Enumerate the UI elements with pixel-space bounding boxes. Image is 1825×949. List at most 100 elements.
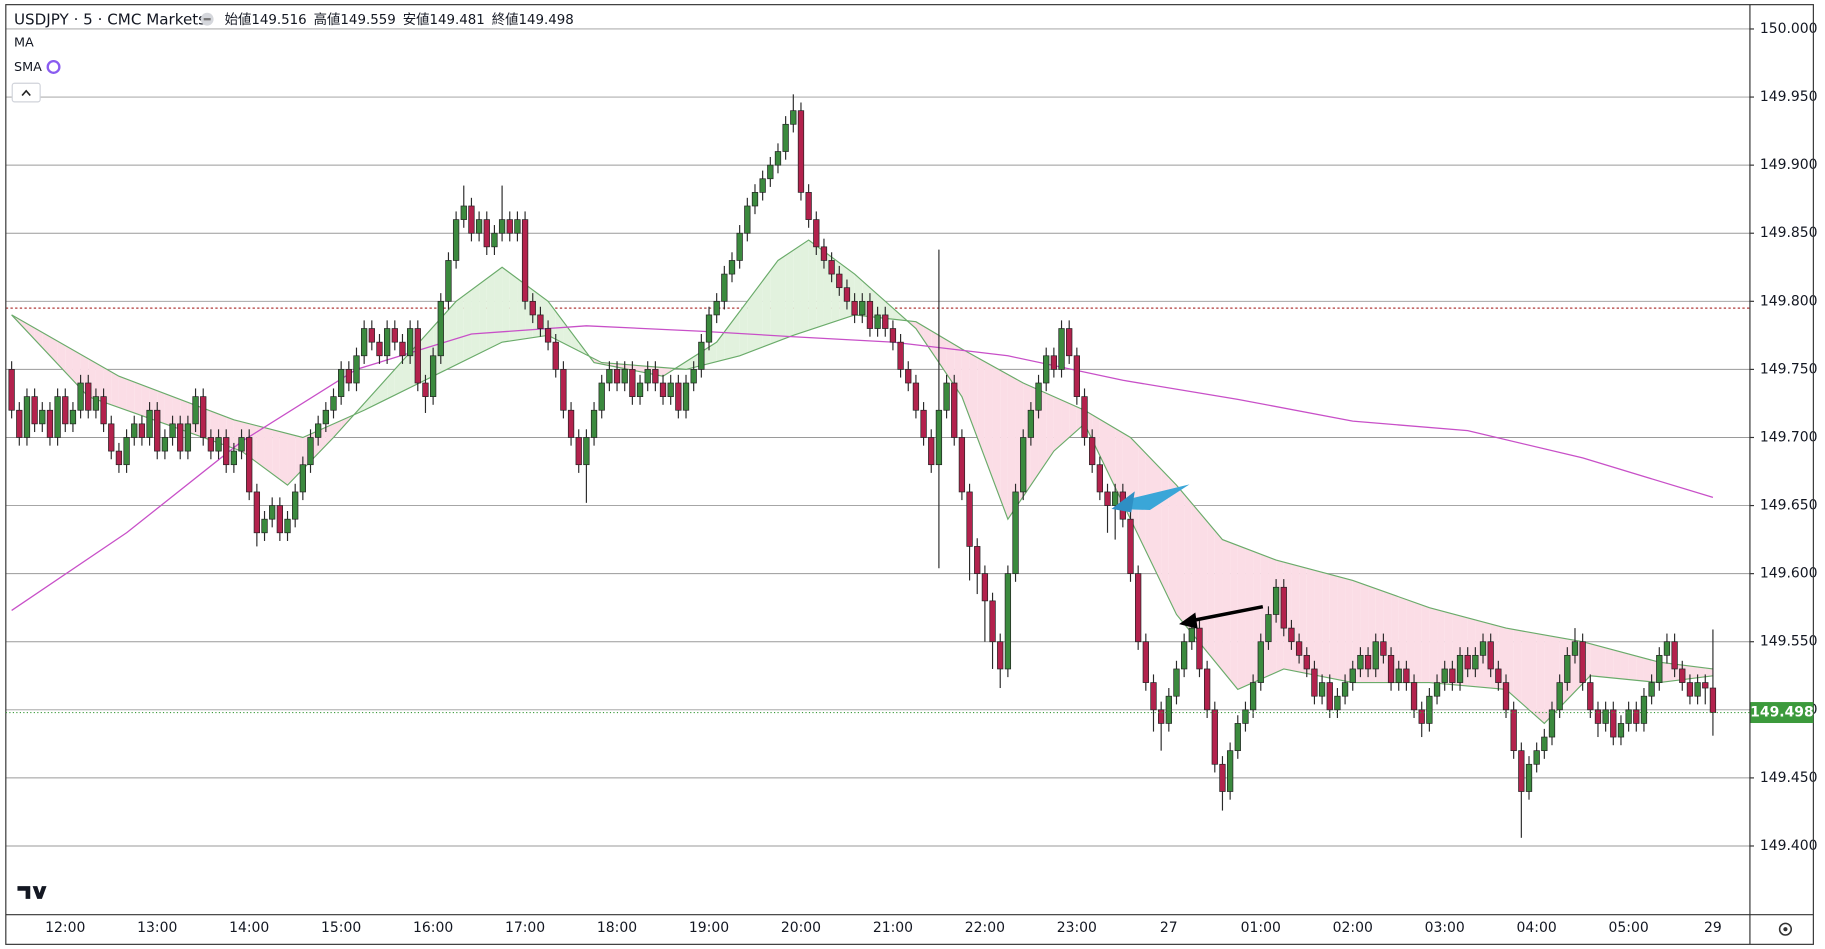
candle-body: [322, 409, 329, 425]
y-tick-label: 149.800: [1760, 293, 1818, 309]
y-tick-label: 150.000: [1760, 21, 1818, 37]
candle-body: [567, 409, 575, 438]
band-fill: [103, 367, 112, 405]
x-tick-label: 13:00: [137, 920, 177, 936]
candle-body: [1334, 695, 1341, 711]
candle-body: [774, 151, 782, 166]
candle-body: [161, 437, 169, 452]
black-arrow: [1191, 604, 1264, 623]
candle-body: [1387, 654, 1395, 683]
candle-body: [1625, 709, 1632, 724]
candle-body: [315, 423, 322, 438]
band-fill: [1429, 607, 1438, 684]
band-fill: [770, 260, 778, 345]
candle-body: [1487, 641, 1494, 670]
candle-body: [138, 423, 146, 438]
indicator-icon[interactable]: [46, 59, 61, 74]
last-price-label: 149.498: [1750, 705, 1814, 721]
candle-body: [1671, 641, 1678, 670]
collapse-button[interactable]: [11, 82, 41, 103]
candle-body: [1058, 328, 1065, 370]
status-icon-bar: [203, 18, 211, 21]
candle-body: [805, 192, 812, 220]
candle-body: [866, 300, 874, 329]
band-fill: [663, 367, 671, 377]
candle-body: [246, 437, 253, 493]
band-fill: [1689, 666, 1698, 679]
band-fill: [1069, 403, 1077, 438]
candle-body: [606, 369, 613, 384]
band-fill: [1322, 572, 1330, 679]
band-fill: [785, 250, 794, 339]
candle-body: [813, 219, 820, 248]
candle-body: [759, 178, 766, 193]
candle-body: [675, 382, 682, 411]
candle-body: [483, 219, 490, 248]
candle-body: [1464, 654, 1471, 670]
band-fill: [808, 240, 817, 331]
candle-body: [1066, 328, 1073, 357]
candle-body: [1081, 396, 1088, 438]
band-fill: [1613, 649, 1621, 679]
band-fill: [448, 301, 457, 369]
candle-body: [1035, 382, 1042, 411]
y-tick-label: 149.850: [1760, 225, 1818, 241]
band-fill: [287, 433, 296, 486]
candle-body: [1249, 682, 1257, 711]
band-fill: [1475, 619, 1484, 688]
band-fill: [463, 289, 472, 362]
band-fill: [747, 291, 755, 353]
candle-body: [1502, 682, 1510, 711]
candle-body: [498, 219, 506, 234]
band-fill: [1590, 643, 1598, 677]
candle-body: [1288, 627, 1295, 643]
candle-body: [1104, 491, 1111, 506]
candle-body: [1219, 763, 1226, 792]
candle-body: [721, 273, 728, 302]
candle-body: [1173, 668, 1180, 697]
candle-body: [475, 219, 483, 234]
ohlc-label: 高値: [314, 11, 341, 28]
candle-body: [223, 437, 230, 466]
candle-body: [391, 328, 398, 343]
candle-body: [1318, 682, 1326, 697]
band-fill: [1046, 393, 1054, 463]
candle-body: [330, 396, 337, 411]
candle-body: [1679, 668, 1686, 683]
candle-body: [1495, 668, 1502, 683]
ohlc-value: 149.559: [340, 13, 395, 28]
candle-body: [981, 573, 989, 602]
candle-body: [1020, 437, 1027, 493]
band-fill: [716, 331, 725, 362]
band-fill: [1214, 530, 1223, 671]
candle-body: [690, 369, 697, 384]
band-fill: [1191, 503, 1200, 643]
settings-icon[interactable]: [1778, 922, 1793, 936]
band-fill: [1000, 370, 1008, 520]
candle-body: [1587, 682, 1594, 711]
candle-body: [1112, 491, 1119, 506]
candle-body: [62, 396, 69, 425]
x-tick-label: 17:00: [505, 920, 545, 936]
band-fill: [509, 272, 518, 342]
candle-body: [552, 341, 559, 370]
band-fill: [1306, 568, 1315, 676]
blue-arrow-head: [1111, 491, 1135, 513]
candle-body: [307, 437, 314, 466]
x-tick-label: 29: [1704, 920, 1722, 936]
band-fill: [1643, 658, 1652, 682]
candle-body: [284, 518, 291, 534]
band-fill: [1053, 396, 1062, 452]
candle-body: [361, 328, 368, 357]
candle-body: [621, 369, 628, 384]
band-fill: [1628, 653, 1637, 681]
logo[interactable]: [17, 886, 47, 899]
candle-body: [529, 300, 536, 316]
blue-arrow: [1115, 484, 1190, 511]
candle-body: [345, 369, 352, 384]
band-fill: [1544, 634, 1552, 724]
candle-body: [912, 382, 920, 411]
candle-body: [613, 369, 621, 384]
candle-body: [736, 232, 743, 261]
candle-body: [1648, 682, 1655, 697]
